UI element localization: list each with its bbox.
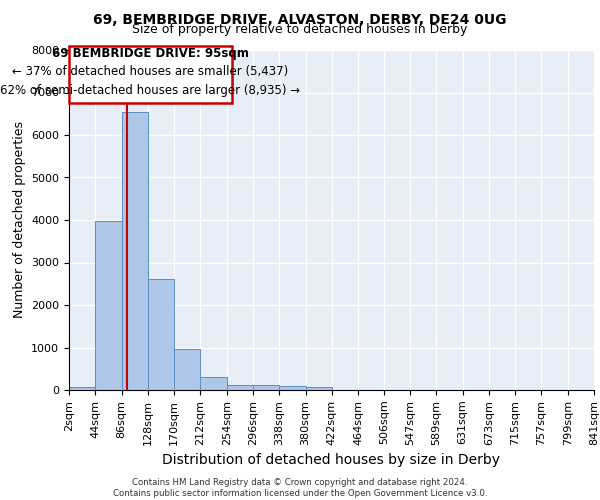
Bar	[279, 386, 305, 390]
Bar	[227, 385, 253, 390]
Bar	[69, 386, 95, 390]
Bar	[305, 387, 332, 390]
Bar	[122, 112, 148, 390]
Text: Size of property relative to detached houses in Derby: Size of property relative to detached ho…	[133, 22, 467, 36]
Y-axis label: Number of detached properties: Number of detached properties	[13, 122, 26, 318]
X-axis label: Distribution of detached houses by size in Derby: Distribution of detached houses by size …	[163, 453, 500, 467]
Text: ← 37% of detached houses are smaller (5,437): ← 37% of detached houses are smaller (5,…	[12, 64, 289, 78]
Bar	[200, 377, 227, 390]
Text: Contains HM Land Registry data © Crown copyright and database right 2024.
Contai: Contains HM Land Registry data © Crown c…	[113, 478, 487, 498]
Text: 69, BEMBRIDGE DRIVE, ALVASTON, DERBY, DE24 0UG: 69, BEMBRIDGE DRIVE, ALVASTON, DERBY, DE…	[93, 12, 507, 26]
Text: 62% of semi-detached houses are larger (8,935) →: 62% of semi-detached houses are larger (…	[0, 84, 301, 97]
Bar	[253, 385, 279, 390]
Bar	[148, 278, 174, 390]
FancyBboxPatch shape	[69, 46, 232, 103]
Bar	[174, 349, 200, 390]
Bar	[95, 221, 122, 390]
Text: 69 BEMBRIDGE DRIVE: 95sqm: 69 BEMBRIDGE DRIVE: 95sqm	[52, 47, 249, 60]
